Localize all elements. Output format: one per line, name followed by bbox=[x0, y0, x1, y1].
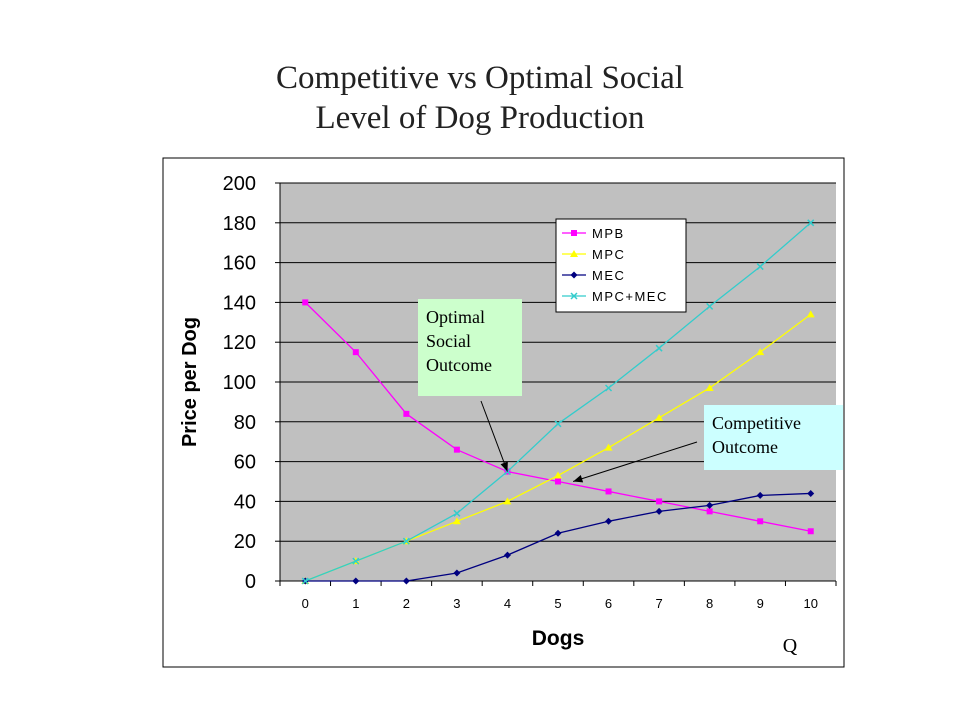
annotation-arrowhead-optimal bbox=[500, 461, 508, 472]
annotation-text-optimal: Outcome bbox=[426, 355, 492, 375]
q-label: Q bbox=[783, 635, 798, 657]
x-tick-label: 7 bbox=[655, 596, 662, 611]
x-tick-label: 4 bbox=[504, 596, 511, 611]
data-point-mpc-mec bbox=[301, 577, 309, 585]
data-point-mpb bbox=[807, 528, 814, 535]
data-point-mec bbox=[655, 507, 663, 515]
x-tick-label: 0 bbox=[302, 596, 309, 611]
data-point-mpb bbox=[555, 478, 561, 485]
data-point-mpc-mec bbox=[503, 468, 511, 476]
data-point-mpb bbox=[757, 518, 764, 525]
data-point-mpc bbox=[705, 383, 714, 391]
y-tick-label: 40 bbox=[234, 491, 256, 513]
annotation-arrow-optimal bbox=[480, 400, 508, 472]
data-point-mec bbox=[554, 529, 562, 537]
data-point-mec bbox=[706, 501, 714, 509]
data-point-mpb bbox=[403, 410, 410, 417]
y-tick-label: 160 bbox=[223, 253, 256, 275]
y-tick-label: 80 bbox=[234, 412, 256, 434]
legend-label: MPC bbox=[592, 247, 625, 262]
data-point-mec bbox=[605, 517, 613, 525]
data-point-mpc-mec bbox=[453, 509, 461, 517]
y-axis-title: Price per Dog bbox=[179, 317, 201, 447]
data-point-mec bbox=[807, 489, 815, 497]
data-point-mpb bbox=[656, 498, 663, 505]
annotation-text-competitive: Outcome bbox=[712, 437, 778, 457]
annotation-text-optimal: Social bbox=[426, 331, 471, 351]
data-point-mpb bbox=[302, 299, 309, 306]
data-point-mpc bbox=[655, 413, 664, 421]
legend-swatch-marker bbox=[570, 292, 578, 300]
data-point-mec bbox=[503, 551, 511, 559]
data-point-mpc-mec bbox=[756, 263, 764, 271]
x-axis-title: Dogs bbox=[532, 627, 585, 650]
data-point-mpb bbox=[352, 349, 359, 356]
annotation-box-optimal bbox=[418, 299, 522, 396]
x-tick-label: 9 bbox=[757, 596, 764, 611]
legend-label: MPB bbox=[592, 226, 625, 241]
legend-label: MPC+MEC bbox=[592, 289, 668, 304]
data-point-mpc-mec bbox=[655, 344, 663, 352]
x-tick-label: 3 bbox=[453, 596, 460, 611]
y-tick-label: 20 bbox=[234, 531, 256, 553]
annotation-arrow-competitive bbox=[573, 441, 698, 482]
data-point-mpc bbox=[503, 497, 512, 505]
y-tick-label: 200 bbox=[223, 173, 256, 195]
y-tick-label: 140 bbox=[223, 292, 256, 314]
x-tick-label: 8 bbox=[706, 596, 713, 611]
data-point-mec bbox=[352, 577, 360, 585]
x-tick-label: 6 bbox=[605, 596, 612, 611]
data-point-mpc bbox=[806, 310, 815, 318]
y-tick-label: 120 bbox=[223, 332, 256, 354]
x-tick-label: 1 bbox=[352, 596, 359, 611]
data-point-mpc bbox=[756, 348, 765, 356]
data-point-mec bbox=[402, 577, 410, 585]
data-point-mpc bbox=[604, 443, 613, 451]
legend-label: MEC bbox=[592, 268, 625, 283]
legend-swatch-marker bbox=[571, 230, 577, 236]
data-point-mec bbox=[453, 569, 461, 577]
y-tick-label: 180 bbox=[223, 213, 256, 235]
data-point-mpc-mec bbox=[807, 219, 815, 227]
x-tick-label: 2 bbox=[403, 596, 410, 611]
x-tick-label: 10 bbox=[803, 596, 817, 611]
annotation-box-competitive bbox=[704, 405, 843, 470]
data-point-mpc-mec bbox=[706, 302, 714, 310]
annotation-text-competitive: Competitive bbox=[712, 413, 801, 433]
legend-swatch-marker bbox=[570, 250, 578, 257]
y-tick-label: 0 bbox=[245, 571, 256, 593]
data-point-mpb bbox=[605, 488, 612, 495]
data-point-mpc-mec bbox=[554, 420, 562, 428]
legend-swatch-marker bbox=[570, 271, 578, 279]
slide-title-line-1: Competitive vs Optimal Social bbox=[276, 60, 684, 96]
annotation-text-optimal: Optimal bbox=[426, 307, 485, 327]
y-tick-label: 100 bbox=[223, 372, 256, 394]
annotation-arrowhead-competitive bbox=[573, 474, 584, 483]
y-tick-label: 60 bbox=[234, 452, 256, 474]
data-point-mpc-mec bbox=[605, 384, 613, 392]
data-point-mpc-mec bbox=[402, 537, 410, 545]
data-point-mpc-mec bbox=[352, 557, 360, 565]
data-point-mec bbox=[756, 491, 764, 499]
data-point-mpc bbox=[452, 517, 461, 525]
data-point-mpb bbox=[706, 508, 713, 515]
slide-title-line-2: Level of Dog Production bbox=[315, 100, 645, 136]
x-tick-label: 5 bbox=[554, 596, 561, 611]
data-point-mpc bbox=[554, 471, 562, 479]
data-point-mpb bbox=[453, 446, 460, 453]
slide-title: Competitive vs Optimal Social Level of D… bbox=[0, 58, 960, 138]
